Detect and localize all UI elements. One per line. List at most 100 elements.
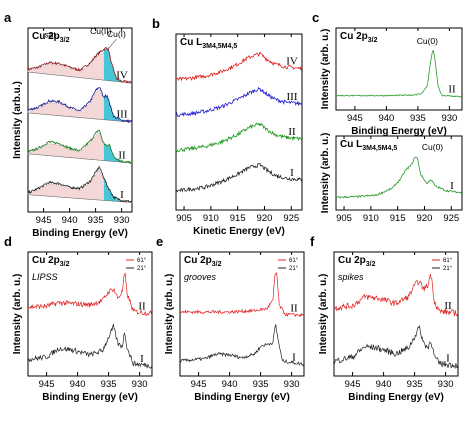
panel-title: Cu 2p3/2 <box>32 255 70 268</box>
series-label-IV: IV <box>286 56 298 68</box>
x-tick-label: 940 <box>376 379 392 390</box>
background-line <box>27 194 133 203</box>
x-tick-label: 940 <box>222 379 238 390</box>
x-tick-label: 910 <box>203 213 219 224</box>
series-label-I: I <box>292 351 296 363</box>
series-line-I <box>335 156 463 199</box>
plot-frame <box>333 251 459 377</box>
series-label-III: III <box>117 108 128 120</box>
series-line-I <box>179 324 305 367</box>
series-line-IV <box>27 46 133 84</box>
plot-frame <box>175 33 303 211</box>
legend-label-I: 21° <box>443 266 453 272</box>
x-tick-label: 945 <box>36 215 52 226</box>
panel-title: Cu 2p3/2 <box>32 31 70 44</box>
series-label-I: I <box>450 180 454 192</box>
x-tick-label: 920 <box>417 213 433 224</box>
y-axis-label: Intensity (arb.u.) <box>12 81 23 159</box>
x-tick-label: 915 <box>390 213 406 224</box>
series-line-II <box>27 272 153 316</box>
annotation-cu-ii: Cu(II) <box>90 26 111 36</box>
x-tick-label: 945 <box>345 379 361 390</box>
series-label-IV: IV <box>116 69 128 81</box>
annotation-arrow <box>108 38 117 49</box>
annotation-cu0: Cu(0) <box>422 142 443 152</box>
legend-label-I: 21° <box>289 266 299 272</box>
series-line-I <box>333 325 459 370</box>
legend-label-I: 21° <box>137 266 147 272</box>
panel-subtitle: grooves <box>184 272 217 282</box>
panel-title: Cu L3M4,5M4,5 <box>340 139 397 152</box>
x-tick-label: 935 <box>407 379 423 390</box>
x-axis-label: Kinetic Energy (eV) <box>193 226 285 237</box>
x-axis-label: Binding Energy (eV) <box>351 126 447 137</box>
panel-e: 945 940 935 930 Binding Energy (eV) Intensity… <box>156 234 305 403</box>
series-label-II: II <box>290 302 298 314</box>
annotation-cu0: Cu(0) <box>417 36 438 46</box>
x-tick-label: 930 <box>438 379 454 390</box>
x-axis-label: Binding Energy (eV) <box>32 228 128 239</box>
x-tick-label: 935 <box>410 113 426 124</box>
panel-title: Cu 2p3/2 <box>338 255 376 268</box>
y-axis-label: Intensity (arb. u.) <box>318 274 329 355</box>
series-line-II <box>336 49 463 98</box>
series-label-III: III <box>287 91 298 103</box>
series-label-II: II <box>448 84 456 96</box>
x-tick-label: 930 <box>132 379 148 390</box>
x-tick-label: 905 <box>336 213 352 224</box>
series-line-III <box>27 87 133 124</box>
panel-a: 945 940 935 930 Binding Energy (eV) Intensity… <box>4 10 133 239</box>
plot-frame <box>335 135 463 211</box>
x-tick-label: 930 <box>441 113 457 124</box>
panel-title: Cu 2p3/2 <box>184 255 222 268</box>
x-tick-label: 945 <box>191 379 207 390</box>
panel-label-e: e <box>156 234 163 249</box>
cu-i-component <box>103 177 121 202</box>
x-tick-label: 915 <box>230 213 246 224</box>
cu-i-component <box>103 47 121 82</box>
x-tick-label: 930 <box>114 215 130 226</box>
x-tick-label: 945 <box>347 113 363 124</box>
series-line-II <box>175 122 303 153</box>
panel-c2: 905 910 915 920 925 Intensity (arb. u.) Cu L3M… <box>320 133 463 224</box>
series-label-II: II <box>138 301 146 313</box>
x-tick-label: 940 <box>378 113 394 124</box>
x-tick-label: 905 <box>176 213 192 224</box>
plot-frame <box>179 251 305 377</box>
plot-frame <box>27 251 153 377</box>
series-label-I: I <box>290 167 294 179</box>
cu-i-component <box>103 95 121 122</box>
y-axis-label: Intensity (arb. u.) <box>320 29 331 110</box>
x-tick-label: 935 <box>253 379 269 390</box>
x-tick-label: 925 <box>443 213 459 224</box>
panel-label-a: a <box>4 10 12 25</box>
x-tick-label: 910 <box>363 213 379 224</box>
series-line-IV <box>175 51 302 82</box>
series-line-III <box>175 86 303 118</box>
annotation-cu-i: Cu(I) <box>107 29 126 39</box>
series-line-I <box>175 162 302 193</box>
x-tick-label: 945 <box>39 379 55 390</box>
panel-label-d: d <box>4 234 12 249</box>
panel-title: Cu 2p3/2 <box>340 31 378 44</box>
x-axis-label: Binding Energy (eV) <box>348 392 444 403</box>
annotation-sat: sat. <box>45 30 59 40</box>
x-tick-label: 940 <box>70 379 86 390</box>
panel-label-f: f <box>310 234 315 249</box>
panel-title: Cu L3M4,5M4,5 <box>180 37 237 50</box>
y-axis-label: Intensity (arb. u.) <box>164 274 175 355</box>
panel-subtitle: LIPSS <box>32 272 58 282</box>
series-label-II: II <box>118 150 126 162</box>
x-tick-label: 940 <box>62 215 78 226</box>
panel-d: 945 940 935 930 Binding Energy (eV) Intensity… <box>4 234 153 403</box>
background-line <box>27 112 133 123</box>
panel-subtitle: spikes <box>338 272 364 282</box>
series-line-II <box>27 129 133 165</box>
series-line-I <box>27 165 133 203</box>
plot-frame <box>335 27 463 111</box>
series-line-I <box>27 323 153 369</box>
background-line <box>27 71 133 84</box>
series-label-I: I <box>120 189 124 201</box>
series-line-II <box>179 272 305 318</box>
